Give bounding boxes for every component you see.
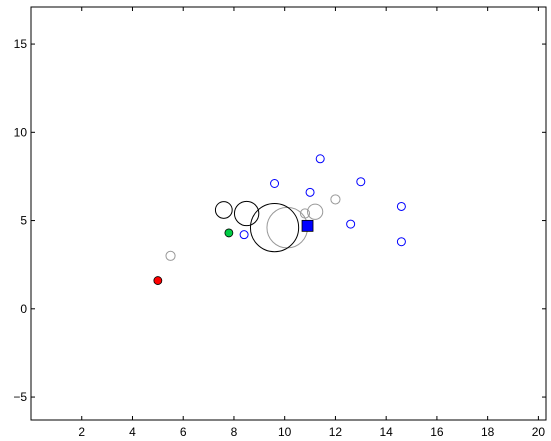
data-point-square	[301, 219, 314, 232]
data-point-open	[315, 154, 325, 164]
plot-area	[30, 6, 547, 421]
x-tick-label: 8	[231, 425, 238, 439]
x-tick-label: 6	[180, 425, 187, 439]
x-tick-label: 16	[430, 425, 444, 439]
data-point-open	[249, 203, 300, 253]
data-point-open	[214, 201, 233, 219]
data-point-filled	[224, 228, 234, 238]
data-point-open	[270, 178, 280, 188]
x-tick-label: 14	[379, 425, 393, 439]
data-point-open	[307, 203, 324, 220]
data-point-open	[356, 177, 366, 187]
y-tick-label: 15	[14, 37, 28, 51]
data-point-open	[299, 208, 311, 219]
x-tick-label: 20	[532, 425, 546, 439]
y-tick-label: −5	[13, 390, 27, 404]
data-marks	[153, 154, 406, 285]
data-point-open	[396, 201, 406, 211]
x-tick-label: 4	[129, 425, 136, 439]
x-tick-label: 10	[278, 425, 292, 439]
data-point-open	[305, 187, 315, 197]
y-tick-label: 5	[20, 214, 27, 228]
data-point-filled	[153, 276, 163, 285]
axis-ticks: 2 4 6 8 10 12 14 16 18 20 −5 0 5 10 15	[13, 7, 546, 439]
x-tick-label: 2	[78, 425, 85, 439]
data-point-open	[165, 250, 176, 261]
y-tick-label: 10	[14, 125, 28, 139]
data-point-open	[233, 200, 260, 227]
data-point-open	[396, 237, 406, 247]
data-point-open	[239, 230, 249, 240]
x-tick-label: 18	[481, 425, 495, 439]
data-point-open	[330, 194, 341, 205]
data-point-open	[346, 219, 356, 229]
y-tick-label: 0	[20, 302, 27, 316]
x-tick-label: 12	[329, 425, 343, 439]
